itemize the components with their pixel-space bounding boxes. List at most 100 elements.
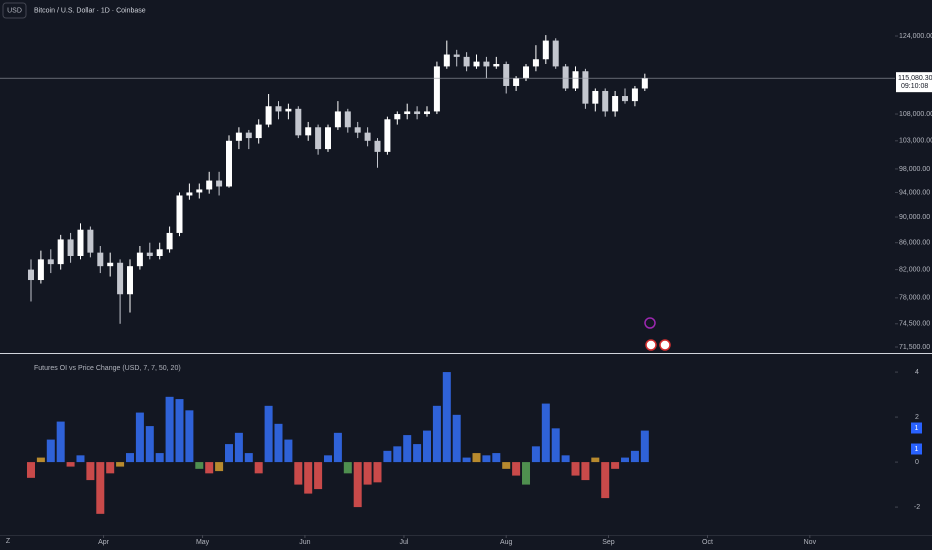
candle-body <box>146 252 153 256</box>
candle-body <box>37 259 44 281</box>
last-price-tag <box>896 72 932 93</box>
candle-body <box>107 262 114 267</box>
value-tag-label: 1 <box>915 446 919 453</box>
histogram-bar <box>205 462 214 474</box>
histogram-bar <box>591 457 600 463</box>
histogram-bar <box>125 453 134 463</box>
candle-body <box>156 249 163 256</box>
candle-body <box>344 111 351 128</box>
histogram-bar <box>581 462 590 481</box>
candle-body <box>67 239 74 256</box>
candle-body <box>513 78 520 86</box>
histogram-bar <box>383 450 392 463</box>
x-tick-label: Apr <box>98 539 110 546</box>
candle-body <box>622 96 629 102</box>
timezone-icon[interactable]: Z <box>6 538 11 545</box>
histogram-bar <box>96 462 105 514</box>
candle-body <box>275 106 282 112</box>
value-tag <box>911 443 922 455</box>
histogram-bar <box>502 462 511 469</box>
y-tick-label: 0 <box>915 459 919 466</box>
y-tick-label: 124,000.00 <box>899 33 932 40</box>
x-tick-label: Sep <box>602 539 615 546</box>
histogram-bar <box>442 372 451 463</box>
histogram-bar <box>363 462 372 485</box>
y-tick-label: 74,500.00 <box>899 321 930 328</box>
histogram-bar <box>353 462 362 508</box>
y-tick-label: 108,000.00 <box>899 111 932 118</box>
histogram-bar <box>135 412 144 463</box>
indicator-title: Futures OI vs Price Change (USD, 7, 7, 5… <box>34 365 181 372</box>
candle-body <box>255 124 262 139</box>
histogram-bar <box>512 462 521 476</box>
x-tick-label: Jun <box>299 539 310 546</box>
candle-body <box>364 132 371 141</box>
histogram-bar <box>630 450 639 463</box>
histogram-bar <box>175 399 184 463</box>
histogram-bar <box>522 462 531 485</box>
event-icons[interactable] <box>644 317 671 351</box>
candle-body <box>295 108 302 136</box>
histogram-bar <box>224 444 233 463</box>
currency-label: USD <box>7 7 22 14</box>
x-tick-label: Jul <box>399 539 408 546</box>
event-icon[interactable] <box>644 317 656 329</box>
event-icon[interactable] <box>659 339 671 351</box>
histogram-bar <box>571 462 580 476</box>
candle-body <box>384 119 391 152</box>
histogram-bar <box>492 453 501 463</box>
histogram-bar <box>264 405 273 463</box>
candle-body <box>532 59 539 67</box>
y-tick-label: 86,000.00 <box>899 240 930 247</box>
histogram-bar <box>482 455 491 463</box>
x-tick-label: Nov <box>804 539 817 546</box>
y-tick-label: 82,000.00 <box>899 266 930 273</box>
y-tick-label: 103,000.00 <box>899 138 932 145</box>
candle-body <box>245 132 252 139</box>
candle-body <box>136 252 143 267</box>
candle-body <box>186 192 193 196</box>
candle-body <box>404 111 411 115</box>
histogram-bar <box>333 432 342 463</box>
candle-body <box>562 66 569 89</box>
candle-body <box>176 195 183 233</box>
candle-body <box>612 96 619 112</box>
histogram-bar <box>413 444 422 463</box>
histogram-bar <box>165 396 174 463</box>
candle-body <box>582 71 589 104</box>
candle-body <box>552 40 559 67</box>
event-icon[interactable] <box>645 339 657 351</box>
chart-title: Bitcoin / U.S. Dollar · 1D · Coinbase <box>34 7 146 14</box>
candle-body <box>27 269 34 281</box>
currency-button[interactable] <box>2 2 27 19</box>
histogram-bar <box>86 462 95 481</box>
histogram-bar <box>195 462 204 469</box>
y-tick-label: 2 <box>915 414 919 421</box>
histogram-bar <box>403 435 412 463</box>
histogram-bar <box>462 457 471 463</box>
candle-body <box>117 262 124 295</box>
y-tick-label: 98,000.00 <box>899 166 930 173</box>
candle-body <box>196 189 203 193</box>
histogram-bar <box>561 455 570 463</box>
histogram-bar <box>116 462 125 467</box>
candle-body <box>87 229 94 253</box>
histogram-bar <box>26 462 35 478</box>
candle-body <box>433 66 440 112</box>
histogram-bar <box>56 421 65 463</box>
histogram-bar <box>601 462 610 499</box>
candle-body <box>483 61 490 67</box>
histogram-bar <box>66 462 75 467</box>
y-tick-label: 94,000.00 <box>899 189 930 196</box>
histogram-bar <box>284 439 293 463</box>
histogram-bar <box>640 430 649 463</box>
histogram-bar <box>254 462 263 474</box>
histogram-bar <box>244 453 253 463</box>
last-price-label: 115,080.30 <box>898 75 932 82</box>
candle-body <box>463 56 470 67</box>
candle-body <box>126 266 133 295</box>
x-tick-label: May <box>196 539 210 546</box>
candle-body <box>631 88 638 102</box>
candle-body <box>47 259 54 265</box>
candle-body <box>424 111 431 115</box>
